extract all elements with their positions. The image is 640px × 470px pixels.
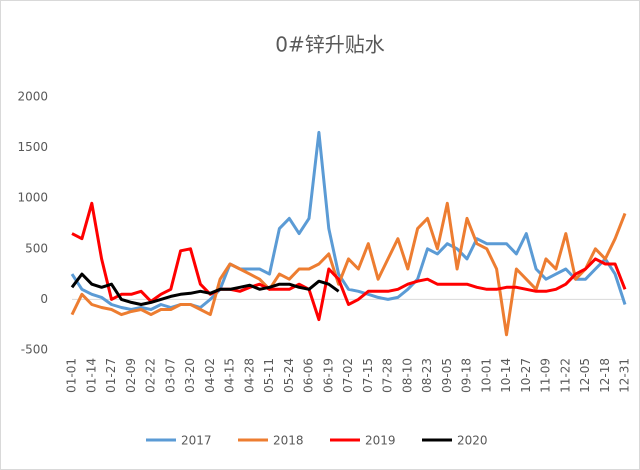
x-tick-label: 03-07 (163, 358, 177, 393)
legend-label: 2020 (457, 434, 488, 448)
x-tick-label: 06-06 (302, 358, 316, 393)
y-tick-label: 1000 (17, 191, 48, 205)
series-line (70, 201, 627, 337)
x-tick-label: 07-02 (341, 358, 355, 393)
legend-label: 2018 (273, 434, 304, 448)
x-tick-label: 09-18 (460, 358, 474, 393)
x-tick-label: 04-28 (242, 358, 256, 393)
x-tick-label: 01-01 (65, 358, 79, 393)
x-tick-label: 12-18 (598, 358, 612, 393)
x-tick-label: 11-09 (539, 358, 553, 393)
series-line (71, 201, 627, 322)
x-tick-label: 04-15 (223, 358, 237, 393)
x-tick-label: 10-14 (499, 358, 513, 393)
chart-title: 0#锌升贴水 (275, 33, 384, 57)
x-tick-label: 02-22 (144, 358, 158, 393)
x-tick-label: 05-24 (282, 358, 296, 393)
x-tick-label: 04-02 (203, 358, 217, 393)
y-tick-label: 2000 (17, 90, 48, 104)
x-tick-label: 01-14 (84, 358, 98, 393)
x-tick-label: 10-27 (519, 358, 533, 393)
x-tick-label: 10-01 (479, 358, 493, 393)
series-line (70, 130, 627, 311)
x-tick-label: 12-05 (578, 358, 592, 393)
x-tick-label: 09-05 (440, 358, 454, 393)
x-tick-label: 06-19 (321, 358, 335, 393)
x-tick-label: 05-11 (262, 358, 276, 393)
x-tick-label: 03-20 (183, 358, 197, 393)
y-tick-label: 500 (25, 241, 48, 255)
y-tick-label: 1500 (17, 140, 48, 154)
x-tick-label: 07-28 (381, 358, 395, 393)
x-tick-label: 12-31 (618, 358, 632, 393)
x-tick-label: 08-10 (400, 358, 414, 393)
y-tick-label: -500 (21, 343, 48, 357)
legend-label: 2019 (365, 434, 396, 448)
legend-label: 2017 (181, 434, 212, 448)
x-tick-label: 08-23 (420, 358, 434, 393)
x-tick-label: 02-09 (124, 358, 138, 393)
x-tick-label: 07-15 (361, 358, 375, 393)
y-tick-label: 0 (40, 292, 48, 306)
x-tick-label: 11-22 (558, 358, 572, 393)
x-tick-label: 01-27 (104, 358, 118, 393)
series-line (70, 272, 340, 306)
